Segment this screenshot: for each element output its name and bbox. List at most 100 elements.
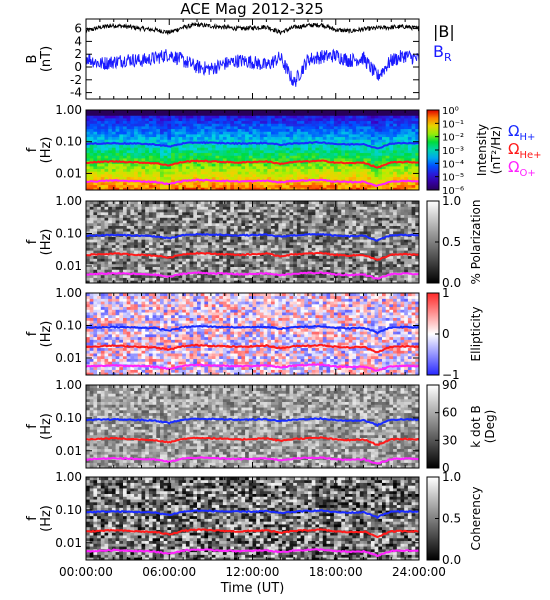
heatmap-cell xyxy=(100,201,105,205)
heatmap-cell xyxy=(374,155,379,159)
heatmap-cell xyxy=(111,147,116,151)
heatmap-cell xyxy=(293,255,298,259)
heatmap-cell xyxy=(234,242,239,246)
heatmap-cell xyxy=(160,228,165,232)
heatmap-cell xyxy=(393,128,398,132)
heatmap-cell xyxy=(285,250,290,254)
heatmap-cell xyxy=(211,176,216,180)
heatmap-cell xyxy=(411,115,416,119)
heatmap-cell xyxy=(119,158,124,162)
heatmap-cell xyxy=(193,110,198,114)
heatmap-cell xyxy=(141,184,146,188)
heatmap-cell xyxy=(160,152,165,156)
heatmap-cell xyxy=(256,255,261,259)
heatmap-cell xyxy=(178,206,183,210)
heatmap-cell xyxy=(248,115,253,119)
heatmap-cell xyxy=(345,263,350,267)
heatmap-cell xyxy=(370,187,375,191)
heatmap-cell xyxy=(215,269,220,273)
heatmap-cell xyxy=(160,187,165,191)
heatmap-cell xyxy=(296,155,301,159)
heatmap-cell xyxy=(119,258,124,262)
heatmap-cell xyxy=(352,131,357,135)
heatmap-cell xyxy=(308,228,313,232)
heatmap-cell xyxy=(319,168,324,172)
heatmap-cell xyxy=(274,179,279,183)
heatmap-cell xyxy=(237,228,242,232)
heatmap-cell xyxy=(89,214,94,218)
heatmap-cell xyxy=(160,231,165,235)
heatmap-cell xyxy=(115,209,120,213)
heatmap-cell xyxy=(171,134,176,138)
heatmap-cell xyxy=(267,220,272,224)
heatmap-cell xyxy=(356,155,361,159)
heatmap-cell xyxy=(304,228,309,232)
heatmap-cell xyxy=(123,244,128,248)
heatmap-cell xyxy=(115,242,120,246)
heatmap-cell xyxy=(126,277,131,281)
heatmap-cell xyxy=(93,231,98,235)
heatmap-cell xyxy=(130,214,135,218)
heatmap-cell xyxy=(111,217,116,221)
heatmap-cell xyxy=(197,163,202,167)
heatmap-cell xyxy=(311,244,316,248)
heatmap-cell xyxy=(274,158,279,162)
heatmap-cell xyxy=(308,209,313,213)
heatmap-cell xyxy=(407,115,412,119)
heatmap-cell xyxy=(330,174,335,178)
heatmap-cell xyxy=(197,214,202,218)
heatmap-cell xyxy=(333,247,338,251)
heatmap-cell xyxy=(245,255,250,259)
heatmap-cell xyxy=(93,128,98,132)
heatmap-cell xyxy=(163,176,168,180)
heatmap-cell xyxy=(93,239,98,243)
heatmap-cell xyxy=(152,269,157,273)
heatmap-cell xyxy=(285,139,290,143)
heatmap-cell xyxy=(337,139,342,143)
heatmap-cell xyxy=(211,214,216,218)
heatmap-cell xyxy=(285,123,290,127)
heatmap-cell xyxy=(293,242,298,246)
heatmap-cell xyxy=(230,225,235,229)
heatmap-cell xyxy=(126,184,131,188)
heatmap-cell xyxy=(378,163,383,167)
heatmap-cell xyxy=(348,136,353,140)
heatmap-cell xyxy=(200,182,205,186)
heatmap-cell xyxy=(97,144,102,148)
heatmap-cell xyxy=(282,231,287,235)
heatmap-cell xyxy=(145,203,150,207)
heatmap-cell xyxy=(134,217,139,221)
heatmap-cell xyxy=(189,236,194,240)
heatmap-cell xyxy=(326,158,331,162)
heatmap-cell xyxy=(393,110,398,114)
heatmap-cell xyxy=(178,123,183,127)
heatmap-cell xyxy=(208,258,213,262)
heatmap-cell xyxy=(411,187,416,191)
heatmap-cell xyxy=(333,263,338,267)
heatmap-cell xyxy=(263,255,268,259)
heatmap-cell xyxy=(148,255,153,259)
heatmap-cell xyxy=(348,112,353,116)
heatmap-cell xyxy=(271,152,276,156)
heatmap-cell xyxy=(111,220,116,224)
heatmap-cell xyxy=(193,231,198,235)
heatmap-cell xyxy=(285,134,290,138)
heatmap-cell xyxy=(160,110,165,114)
heatmap-cell xyxy=(333,152,338,156)
heatmap-cell xyxy=(230,222,235,226)
heatmap-cell xyxy=(86,158,91,162)
heatmap-cell xyxy=(237,115,242,119)
heatmap-cell xyxy=(282,120,287,124)
heatmap-cell xyxy=(241,203,246,207)
heatmap-cell xyxy=(237,110,242,114)
heatmap-cell xyxy=(411,123,416,127)
heatmap-cell xyxy=(93,250,98,254)
heatmap-cell xyxy=(167,252,172,257)
heatmap-cell xyxy=(123,166,128,170)
heatmap-cell xyxy=(341,176,346,180)
heatmap-cell xyxy=(163,139,168,143)
heatmap-cell xyxy=(252,214,257,218)
heatmap-cell xyxy=(326,128,331,132)
heatmap-cell xyxy=(319,231,324,235)
heatmap-cell xyxy=(174,118,179,122)
